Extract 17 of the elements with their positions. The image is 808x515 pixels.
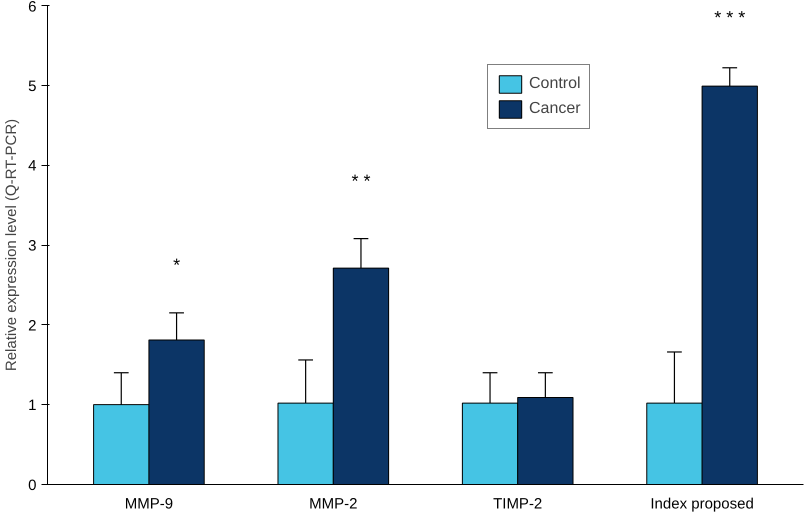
x-tick-label: TIMP-2 bbox=[493, 496, 542, 512]
y-tick-label: 4 bbox=[28, 158, 36, 175]
x-tick-label: MMP-2 bbox=[309, 496, 358, 512]
y-tick-label: 3 bbox=[28, 238, 36, 254]
legend-label: Control bbox=[529, 75, 581, 93]
x-tick-label: MMP-9 bbox=[124, 496, 174, 512]
y-tick-label: 2 bbox=[28, 317, 36, 334]
y-tick-label: 1 bbox=[28, 397, 36, 414]
annotation: * * * bbox=[714, 7, 746, 28]
y-tick-label: 6 bbox=[28, 0, 36, 16]
x-tick-label: Index proposed bbox=[650, 496, 754, 512]
y-axis-title: Relative expression level (Q-RT-PCR) bbox=[3, 118, 20, 372]
annotation: * bbox=[173, 254, 180, 275]
annotation: * * bbox=[351, 171, 370, 192]
y-tick-label: 5 bbox=[28, 78, 36, 95]
y-tick-label: 0 bbox=[28, 477, 36, 494]
legend-label: Cancer bbox=[529, 100, 581, 118]
